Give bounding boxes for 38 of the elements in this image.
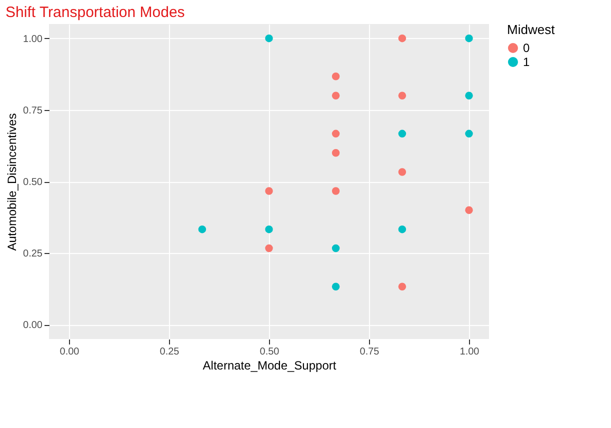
point: [398, 130, 406, 138]
y-tick-label: 0.50: [23, 177, 43, 188]
point: [332, 187, 340, 195]
legend-label: 1: [523, 55, 530, 69]
x-axis-title: Alternate_Mode_Support: [202, 358, 337, 372]
y-tick-label: 0.00: [23, 320, 43, 332]
point: [332, 130, 340, 138]
point: [465, 206, 473, 214]
point: [332, 282, 340, 290]
point: [465, 130, 473, 138]
y-tick-label: 0.25: [23, 248, 43, 260]
x-tick-label: 0.25: [160, 346, 180, 358]
x-tick-label: 0.00: [60, 346, 80, 358]
point: [265, 34, 273, 42]
point: [398, 92, 406, 100]
point: [265, 225, 273, 234]
x-tick-label: 0.50: [260, 346, 280, 358]
point: [398, 34, 406, 42]
point: [265, 187, 273, 195]
point: [265, 244, 273, 252]
y-tick-label: 1.00: [23, 34, 43, 45]
chart-title: Shift Transportation Modes: [6, 4, 185, 21]
point: [332, 72, 340, 80]
point: [332, 92, 340, 100]
legend-label: 0: [523, 41, 530, 55]
point: [198, 225, 206, 234]
point: [332, 149, 340, 157]
point: [465, 34, 473, 42]
point: [398, 168, 406, 176]
point: [332, 244, 340, 252]
point: [398, 225, 406, 234]
y-tick-label: 0.75: [23, 105, 43, 116]
x-tick-label: 0.75: [360, 346, 380, 358]
y-axis-title: Automobile_Disincentives: [5, 113, 20, 251]
point: [465, 92, 473, 100]
x-tick-label: 1.00: [460, 346, 480, 358]
legend-title: Midwest: [507, 22, 556, 37]
point: [398, 282, 406, 290]
